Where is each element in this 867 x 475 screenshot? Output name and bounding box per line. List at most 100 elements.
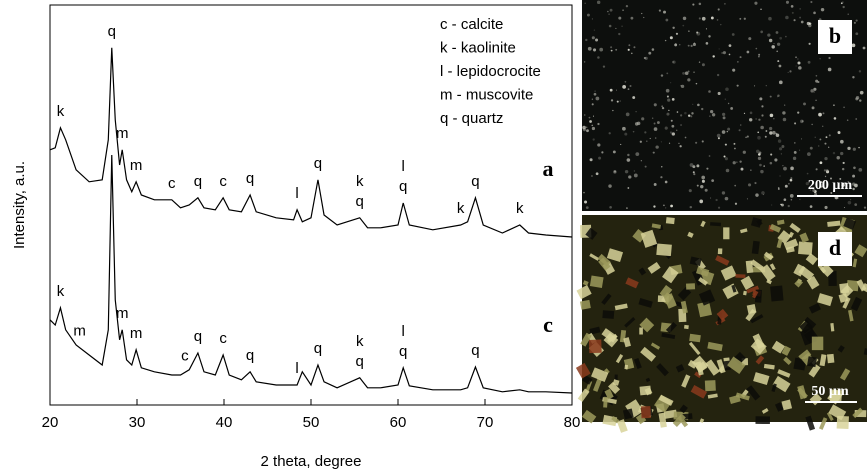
speckle: [598, 156, 602, 160]
speckle: [808, 22, 812, 25]
panel-label: b: [829, 23, 841, 48]
grain: [755, 355, 765, 365]
speckle: [813, 11, 816, 15]
grain: [848, 309, 854, 322]
speckle: [790, 166, 794, 171]
grain: [850, 296, 863, 312]
grain: [806, 275, 820, 290]
grain: [776, 238, 783, 249]
speckle: [805, 182, 809, 186]
speckle: [779, 36, 783, 40]
grain: [783, 356, 792, 366]
speckle: [815, 79, 819, 83]
grain: [805, 415, 816, 431]
speckle: [742, 150, 746, 154]
speckle: [585, 206, 589, 210]
speckle: [855, 118, 858, 120]
speckle: [724, 3, 726, 5]
grain: [698, 289, 716, 306]
peak-label: q: [471, 342, 479, 359]
speckle: [791, 11, 794, 14]
speckle: [627, 88, 630, 91]
speckle: [748, 183, 752, 187]
speckle: [727, 127, 731, 131]
grain: [752, 290, 759, 299]
legend-entry: k - kaolinite: [440, 39, 516, 56]
grain: [658, 412, 667, 428]
speckle: [621, 25, 623, 27]
speckle: [823, 169, 827, 172]
grain: [608, 381, 621, 395]
speckle: [663, 10, 666, 14]
speckle: [847, 146, 851, 150]
speckle: [765, 130, 768, 132]
speckle: [777, 139, 782, 143]
speckle: [799, 8, 801, 10]
speckle: [656, 121, 660, 125]
speckle: [740, 167, 744, 171]
speckle: [760, 30, 764, 34]
grain: [656, 243, 672, 257]
grain: [838, 293, 849, 303]
speckle: [808, 42, 811, 45]
speckle: [592, 48, 597, 52]
speckle: [778, 80, 783, 85]
grain: [638, 298, 653, 308]
speckle: [855, 96, 860, 100]
xrd-pattern: [49, 47, 573, 238]
grain: [688, 341, 701, 356]
speckle: [767, 33, 771, 37]
speckle: [596, 0, 601, 5]
speckle: [726, 130, 729, 133]
speckle: [746, 198, 748, 200]
speckle: [788, 182, 790, 185]
speckle: [748, 118, 753, 122]
speckle: [854, 203, 858, 207]
series-label: a: [543, 156, 554, 181]
speckle: [809, 189, 812, 191]
speckle: [627, 153, 630, 157]
grain: [577, 388, 590, 402]
speckle: [585, 38, 588, 42]
grain: [589, 275, 604, 288]
speckle: [724, 98, 726, 100]
grain: [759, 264, 776, 282]
grain: [798, 241, 813, 256]
speckle: [709, 115, 711, 117]
speckle: [608, 184, 612, 188]
speckle: [790, 177, 793, 180]
speckle: [627, 187, 630, 189]
speckle: [800, 20, 804, 24]
grain: [640, 229, 658, 248]
speckle: [769, 131, 773, 135]
speckle: [710, 110, 714, 114]
speckle: [799, 149, 801, 151]
speckle: [769, 113, 774, 118]
speckle: [684, 111, 687, 115]
grain: [602, 310, 615, 319]
speckle: [725, 168, 730, 173]
peak-label: c: [181, 347, 189, 364]
grain: [672, 413, 686, 427]
speckle: [828, 146, 830, 148]
speckle: [755, 193, 759, 197]
speckle: [722, 51, 726, 55]
speckle: [671, 132, 675, 136]
speckle: [822, 112, 825, 115]
speckle: [618, 32, 621, 36]
speckle: [664, 39, 667, 42]
speckle: [660, 74, 664, 77]
speckle: [666, 95, 669, 98]
peak-label: k: [57, 283, 65, 300]
speckle: [699, 199, 704, 204]
grain: [801, 352, 815, 366]
speckle: [717, 206, 721, 209]
grain: [745, 260, 754, 274]
speckle: [843, 106, 845, 109]
speckle: [653, 205, 656, 208]
peak-label: c: [168, 175, 176, 192]
speckle: [757, 131, 760, 134]
speckle: [658, 9, 661, 12]
speckle: [738, 129, 741, 132]
